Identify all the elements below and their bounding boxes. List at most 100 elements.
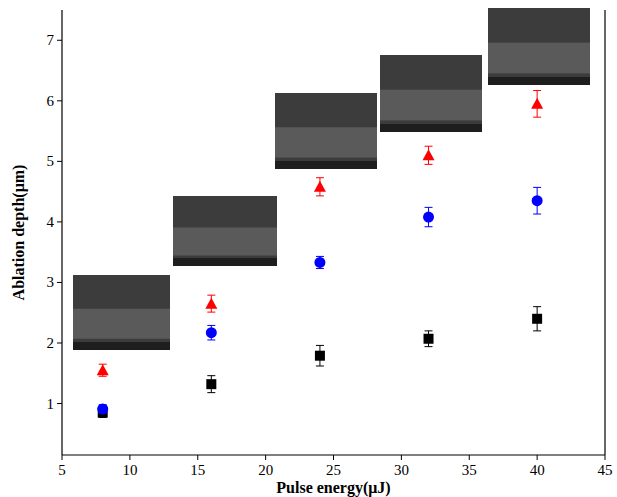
x-tick xyxy=(197,455,198,460)
x-tick xyxy=(469,455,470,460)
sem-inset xyxy=(173,196,277,266)
point xyxy=(423,212,434,223)
error-cap xyxy=(207,295,215,296)
error-cap xyxy=(533,330,541,331)
x-tick xyxy=(265,455,266,460)
point xyxy=(314,257,325,268)
error-cap xyxy=(207,325,215,326)
error-bar xyxy=(316,345,324,366)
error-cap xyxy=(533,90,541,91)
x-tick xyxy=(333,455,334,460)
x-tick-label: 10 xyxy=(122,462,137,478)
y-tick-label: 5 xyxy=(47,153,55,169)
x-tick xyxy=(537,455,538,460)
point xyxy=(532,195,543,206)
point xyxy=(531,98,543,109)
error-cap xyxy=(425,207,433,208)
chart: 510152025303540451234567Pulse energy(μJ)… xyxy=(0,0,617,497)
x-tick xyxy=(401,455,402,460)
x-tick-label: 45 xyxy=(598,462,613,478)
point xyxy=(206,327,217,338)
inset-texture xyxy=(488,43,590,74)
error-cap xyxy=(533,117,541,118)
error-cap xyxy=(425,146,433,147)
error-cap xyxy=(207,392,215,393)
y-axis xyxy=(61,10,62,455)
inset-image xyxy=(173,196,277,266)
point xyxy=(206,379,216,389)
error-cap xyxy=(316,177,324,178)
error-cap xyxy=(316,366,324,367)
y-tick xyxy=(57,403,62,404)
y-tick-label: 1 xyxy=(47,396,55,412)
inset-bar xyxy=(73,342,170,350)
error-cap xyxy=(533,306,541,307)
error-cap xyxy=(425,330,433,331)
inset-bar xyxy=(488,77,590,85)
y-tick-label: 6 xyxy=(47,93,55,109)
error-cap xyxy=(99,376,107,377)
x-tick-label: 35 xyxy=(462,462,477,478)
point xyxy=(97,403,108,414)
x-tick xyxy=(129,455,130,460)
error-cap xyxy=(316,256,324,257)
y-tick xyxy=(57,40,62,41)
sem-inset xyxy=(73,275,170,350)
sem-inset xyxy=(275,93,377,169)
series xyxy=(97,187,542,414)
error-cap xyxy=(425,346,433,347)
point xyxy=(314,181,326,192)
inset-image xyxy=(73,275,170,350)
error-cap xyxy=(533,214,541,215)
inset-bar xyxy=(173,258,277,266)
error-cap xyxy=(207,339,215,340)
y-tick-label: 3 xyxy=(47,274,55,290)
y-tick-label: 2 xyxy=(47,335,55,351)
x-tick-label: 20 xyxy=(258,462,273,478)
y-tick xyxy=(57,100,62,101)
error-cap xyxy=(207,312,215,313)
error-cap xyxy=(316,195,324,196)
y-tick-label: 7 xyxy=(47,32,55,48)
point xyxy=(423,149,435,160)
y-tick xyxy=(57,161,62,162)
error-cap xyxy=(316,268,324,269)
inset-image xyxy=(275,93,377,169)
x-tick-label: 25 xyxy=(326,462,341,478)
point xyxy=(315,351,325,361)
series xyxy=(97,91,543,377)
point xyxy=(205,298,217,309)
y-axis-right xyxy=(604,10,605,455)
inset-image xyxy=(380,55,482,132)
error-cap xyxy=(533,187,541,188)
x-tick xyxy=(62,455,63,460)
inset-texture xyxy=(275,127,377,157)
inset-bar xyxy=(380,124,482,132)
y-tick-label: 4 xyxy=(47,214,55,230)
y-tick xyxy=(57,342,62,343)
point xyxy=(97,364,109,375)
inset-texture xyxy=(380,90,482,121)
inset-texture xyxy=(173,228,277,256)
x-axis-title: Pulse energy(μJ) xyxy=(276,479,390,497)
error-cap xyxy=(316,345,324,346)
x-tick-label: 40 xyxy=(530,462,545,478)
y-axis-title: Ablation depth(μm) xyxy=(10,165,28,301)
y-tick xyxy=(57,282,62,283)
error-bar xyxy=(425,331,433,347)
sem-inset xyxy=(488,8,590,85)
x-tick-label: 30 xyxy=(394,462,409,478)
point xyxy=(424,334,434,344)
inset-image xyxy=(488,8,590,85)
x-tick xyxy=(605,455,606,460)
error-bar xyxy=(207,376,215,393)
error-bar xyxy=(533,307,541,331)
x-tick-label: 15 xyxy=(190,462,205,478)
sem-inset xyxy=(380,55,482,132)
error-cap xyxy=(425,226,433,227)
error-cap xyxy=(207,375,215,376)
point xyxy=(532,314,542,324)
error-cap xyxy=(425,164,433,165)
series xyxy=(98,307,542,418)
x-tick-label: 5 xyxy=(58,462,66,478)
